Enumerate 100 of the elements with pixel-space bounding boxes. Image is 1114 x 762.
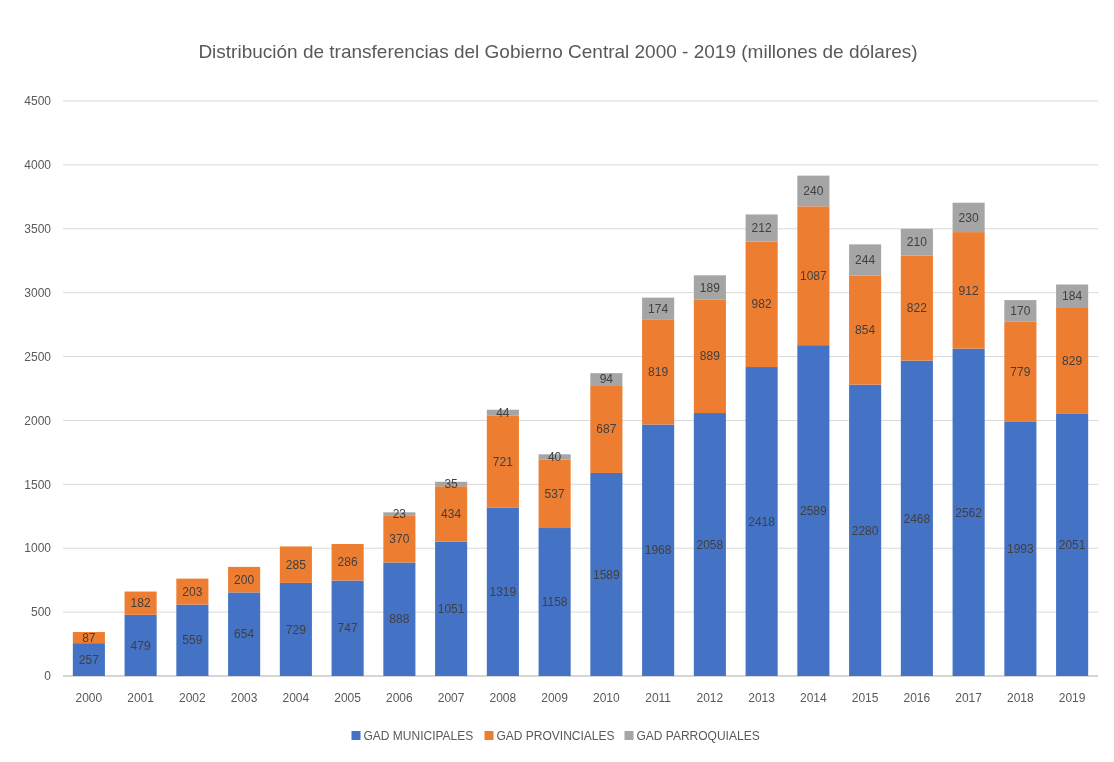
- y-tick-label: 1500: [24, 477, 52, 492]
- data-label: 747: [337, 621, 358, 636]
- data-label: 240: [803, 184, 824, 199]
- bar: [745, 241, 778, 368]
- y-tick-label: 500: [30, 605, 52, 620]
- legend-label: GAD MUNICIPALES: [363, 729, 474, 744]
- y-tick-label: 0: [44, 669, 52, 684]
- bar: [279, 582, 312, 676]
- data-label: 729: [285, 622, 307, 637]
- data-label: 170: [1010, 304, 1031, 319]
- data-label: 182: [130, 596, 151, 611]
- data-label: 2468: [903, 511, 931, 526]
- x-tick-label: 2002: [179, 691, 207, 705]
- bar: [72, 643, 105, 676]
- bar: [1056, 413, 1089, 676]
- bar: [642, 319, 675, 425]
- x-tick-label: 2010: [593, 691, 621, 705]
- y-tick-label: 4500: [24, 94, 52, 109]
- y-tick-label: 4000: [24, 158, 52, 173]
- bar: [693, 413, 726, 676]
- x-tick-label: 2001: [127, 691, 155, 705]
- data-label: 244: [855, 253, 876, 268]
- x-tick-label: 2012: [696, 691, 724, 705]
- x-tick-label: 2005: [334, 691, 362, 705]
- data-label: 1968: [644, 543, 672, 558]
- bar: [383, 562, 416, 676]
- data-label: 1319: [489, 584, 517, 599]
- bar: [1004, 421, 1037, 676]
- data-label: 174: [648, 301, 669, 316]
- bar: [849, 384, 882, 676]
- bar: [745, 367, 778, 676]
- data-label: 2562: [955, 505, 983, 520]
- data-label: 44: [496, 405, 510, 420]
- data-label: 210: [906, 235, 928, 250]
- x-tick-label: 2013: [748, 691, 776, 705]
- data-label: 889: [699, 349, 721, 364]
- data-label: 779: [1010, 364, 1031, 379]
- data-label: 822: [906, 301, 928, 316]
- data-label: 1087: [800, 268, 828, 283]
- data-label: 888: [389, 612, 410, 627]
- data-label: 687: [596, 422, 617, 437]
- y-tick-label: 3000: [24, 285, 52, 300]
- x-tick-label: 2009: [541, 691, 569, 705]
- x-tick-label: 2004: [282, 691, 310, 705]
- bar: [952, 348, 985, 676]
- y-tick-label: 1000: [24, 541, 52, 556]
- bar: [279, 546, 312, 583]
- bar: [435, 541, 468, 676]
- data-label: 200: [234, 572, 255, 587]
- y-tick-label: 3500: [24, 221, 52, 236]
- data-label: 1158: [541, 595, 568, 610]
- data-label: 286: [337, 555, 358, 570]
- x-tick-label: 2014: [800, 691, 828, 705]
- x-tick-label: 2008: [489, 691, 517, 705]
- bar: [228, 592, 261, 676]
- data-label: 285: [285, 557, 307, 572]
- bar: [642, 424, 675, 676]
- bar: [952, 232, 985, 349]
- bar: [486, 507, 519, 676]
- y-tick-label: 2500: [24, 349, 52, 364]
- bar: [590, 385, 623, 473]
- bar: [797, 345, 830, 676]
- data-label: 1993: [1007, 541, 1035, 556]
- data-label: 189: [699, 280, 721, 295]
- bar: [538, 528, 571, 676]
- x-tick-label: 2003: [230, 691, 258, 705]
- data-label: 721: [492, 454, 514, 469]
- x-tick-label: 2015: [851, 691, 879, 705]
- bar: [900, 255, 933, 361]
- bar: [797, 206, 830, 346]
- data-label: 1589: [593, 567, 621, 582]
- data-label: 819: [648, 365, 669, 380]
- bar: [331, 544, 364, 581]
- data-label: 434: [441, 507, 462, 522]
- bar: [745, 214, 778, 242]
- data-label: 257: [78, 652, 100, 667]
- data-label: 2589: [800, 503, 828, 518]
- x-tick-label: 2011: [645, 691, 672, 705]
- bar: [486, 415, 519, 508]
- data-label: 2418: [748, 514, 776, 529]
- data-label: 94: [599, 372, 614, 387]
- bar: [900, 360, 933, 676]
- data-label: 537: [544, 486, 565, 501]
- x-tick-label: 2018: [1007, 691, 1035, 705]
- data-label: 87: [82, 630, 96, 645]
- x-tick-label: 2000: [75, 691, 103, 705]
- bar: [1004, 321, 1037, 422]
- x-tick-label: 2017: [955, 691, 983, 705]
- x-tick-label: 2016: [903, 691, 931, 705]
- data-label: 654: [234, 627, 255, 642]
- x-tick-label: 2006: [386, 691, 414, 705]
- legend-label: GAD PROVINCIALES: [496, 729, 615, 744]
- chart-title: Distribución de transferencias del Gobierno Central 2000 - 2019 (millones de dólares): [198, 41, 918, 62]
- data-label: 2051: [1058, 538, 1086, 553]
- bar: [590, 472, 623, 676]
- bar: [849, 244, 882, 276]
- bar: [331, 580, 364, 676]
- data-label: 559: [182, 633, 203, 648]
- data-label: 854: [855, 323, 876, 338]
- legend-label: GAD PARROQUIALES: [636, 729, 760, 744]
